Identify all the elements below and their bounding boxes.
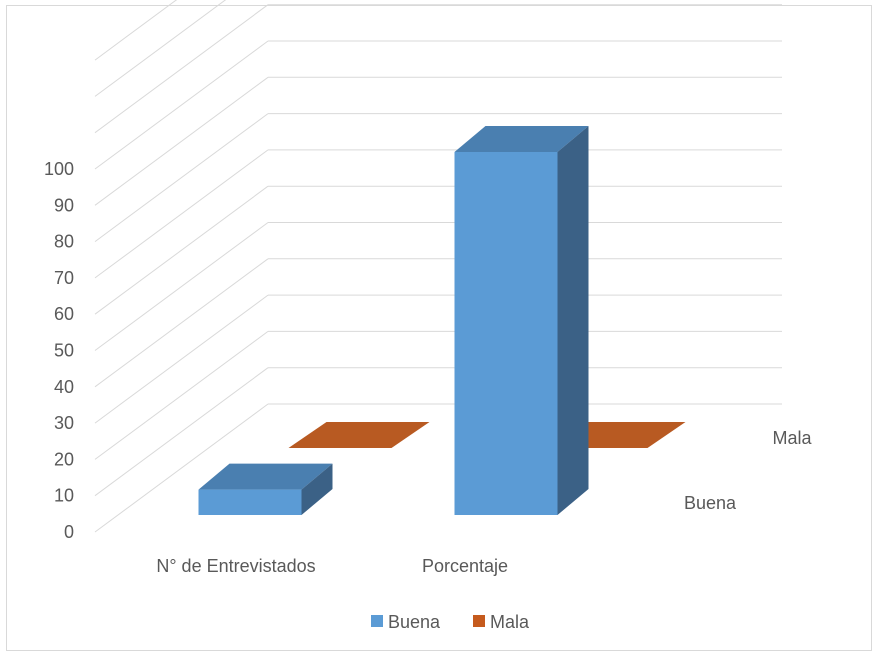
chart-frame (6, 5, 872, 651)
gridline-side (94, 4, 269, 134)
bar-buena-n-de-entrevistados-side (301, 463, 333, 515)
y-tick-label: 30 (54, 413, 74, 433)
depth-axis-label: Buena (684, 493, 737, 513)
gridline-side (94, 403, 269, 533)
depth-labels: Buena Mala (684, 428, 813, 513)
bars (198, 126, 686, 515)
y-axis-ticks: 0 10 20 30 40 50 60 70 80 90 100 (44, 159, 74, 542)
bar-buena-porcentaje-side (557, 126, 589, 515)
category-label: Porcentaje (422, 556, 508, 576)
y-tick-label: 90 (54, 195, 74, 215)
y-tick-label: 10 (54, 486, 74, 506)
y-tick-label: 70 (54, 268, 74, 288)
y-tick-label: 0 (64, 522, 74, 542)
y-tick-label: 80 (54, 232, 74, 252)
bar-buena-n-de-entrevistados (198, 489, 302, 515)
gridline-side (94, 40, 269, 170)
gridline-side (94, 76, 269, 206)
gridline-side (94, 185, 269, 315)
legend-swatch (473, 615, 485, 627)
gridline-side (94, 222, 269, 351)
legend-label: Mala (490, 612, 530, 632)
gridline-side (94, 258, 269, 388)
gridline-side (94, 0, 178, 61)
gridlines (94, 0, 782, 533)
legend-label: Buena (388, 612, 441, 632)
depth-axis-label: Mala (772, 428, 812, 448)
y-tick-label: 20 (54, 449, 74, 469)
y-tick-label: 60 (54, 304, 74, 324)
legend-item-mala: Mala (473, 612, 530, 632)
category-label: N° de Entrevistados (156, 556, 315, 576)
gridline-side (94, 367, 269, 497)
bar-buena-porcentaje (454, 152, 558, 515)
y-tick-label: 50 (54, 341, 74, 361)
bar-buena-n-de-entrevistados-top (198, 463, 333, 490)
bar-buena-porcentaje-top (454, 126, 589, 152)
bar-mala-n-de-entrevistados-top (288, 422, 430, 448)
gridline-side (94, 149, 269, 279)
legend-item-buena: Buena (371, 612, 441, 632)
legend-swatch (371, 615, 383, 627)
y-tick-label: 40 (54, 377, 74, 397)
y-tick-label: 100 (44, 159, 74, 179)
gridline-side (94, 0, 227, 97)
gridline-side (94, 330, 269, 460)
legend: Buena Mala (371, 612, 530, 632)
category-labels: N° de Entrevistados Porcentaje (156, 556, 508, 576)
gridline-side (94, 113, 269, 243)
gridline-side (94, 294, 269, 424)
